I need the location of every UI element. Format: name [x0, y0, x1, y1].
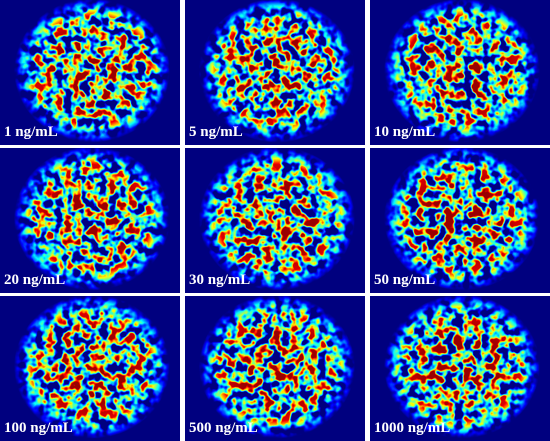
- image-panel: 5 ng/mL: [185, 0, 365, 145]
- concentration-label: 30 ng/mL: [189, 272, 250, 288]
- speckle-pattern: [384, 148, 540, 291]
- image-panel: 50 ng/mL: [370, 148, 550, 293]
- image-panel: 1 ng/mL: [0, 0, 180, 145]
- speckle-pattern: [384, 0, 540, 143]
- concentration-label: 20 ng/mL: [4, 272, 65, 288]
- image-panel: 1000 ng/mL: [370, 296, 550, 441]
- speckle-pattern: [199, 148, 355, 291]
- image-panel: 100 ng/mL: [0, 296, 180, 441]
- speckle-pattern: [199, 296, 355, 439]
- concentration-label: 1000 ng/mL: [374, 420, 450, 436]
- concentration-label: 5 ng/mL: [189, 124, 243, 140]
- concentration-label: 100 ng/mL: [4, 420, 73, 436]
- speckle-pattern: [14, 296, 170, 439]
- concentration-label: 10 ng/mL: [374, 124, 435, 140]
- concentration-label: 500 ng/mL: [189, 420, 258, 436]
- concentration-label: 50 ng/mL: [374, 272, 435, 288]
- image-panel: 20 ng/mL: [0, 148, 180, 293]
- image-panel: 10 ng/mL: [370, 0, 550, 145]
- speckle-pattern: [14, 148, 170, 291]
- image-panel: 500 ng/mL: [185, 296, 365, 441]
- speckle-pattern: [14, 0, 170, 143]
- image-panel: 30 ng/mL: [185, 148, 365, 293]
- concentration-label: 1 ng/mL: [4, 124, 58, 140]
- speckle-pattern: [384, 296, 540, 439]
- speckle-pattern: [199, 0, 355, 143]
